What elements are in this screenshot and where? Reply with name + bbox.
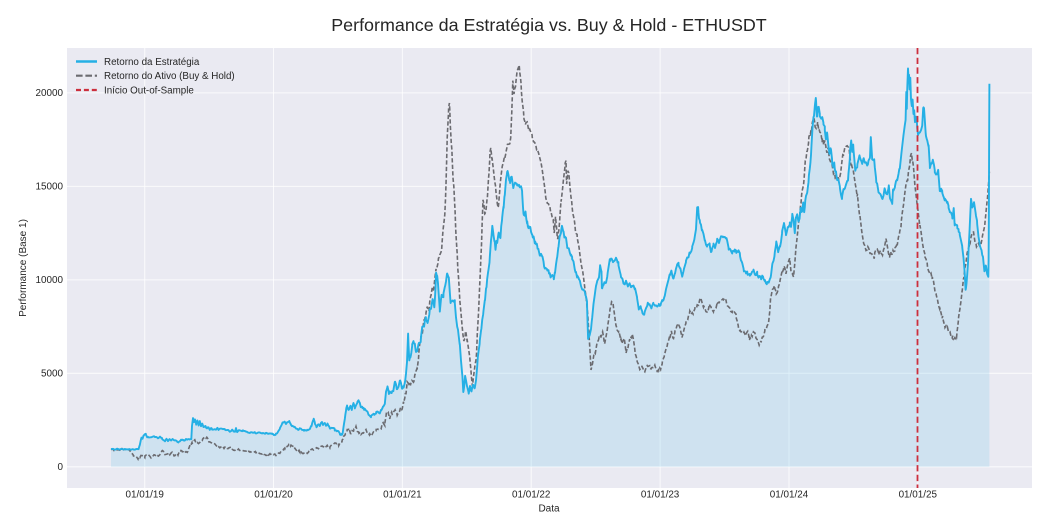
svg-text:01/01/25: 01/01/25 xyxy=(899,490,938,501)
svg-text:01/01/19: 01/01/19 xyxy=(125,490,164,501)
svg-text:15000: 15000 xyxy=(36,182,64,193)
svg-text:Performance (Base 1): Performance (Base 1) xyxy=(18,219,29,317)
svg-text:Início Out-of-Sample: Início Out-of-Sample xyxy=(104,86,194,97)
svg-text:20000: 20000 xyxy=(36,88,64,99)
svg-text:01/01/23: 01/01/23 xyxy=(641,490,680,501)
svg-text:0: 0 xyxy=(58,462,64,473)
svg-text:Retorno da Estratégia: Retorno da Estratégia xyxy=(104,57,200,68)
svg-text:01/01/20: 01/01/20 xyxy=(254,490,293,501)
svg-text:Performance da Estratégia vs.: Performance da Estratégia vs. Buy & Hold… xyxy=(331,15,767,35)
svg-text:5000: 5000 xyxy=(41,369,63,380)
svg-text:01/01/22: 01/01/22 xyxy=(512,490,550,501)
svg-text:10000: 10000 xyxy=(36,275,64,286)
svg-text:01/01/24: 01/01/24 xyxy=(770,490,809,501)
svg-text:01/01/21: 01/01/21 xyxy=(383,490,422,501)
svg-text:Data: Data xyxy=(538,504,560,515)
svg-text:Retorno do Ativo (Buy & Hold): Retorno do Ativo (Buy & Hold) xyxy=(104,71,235,82)
